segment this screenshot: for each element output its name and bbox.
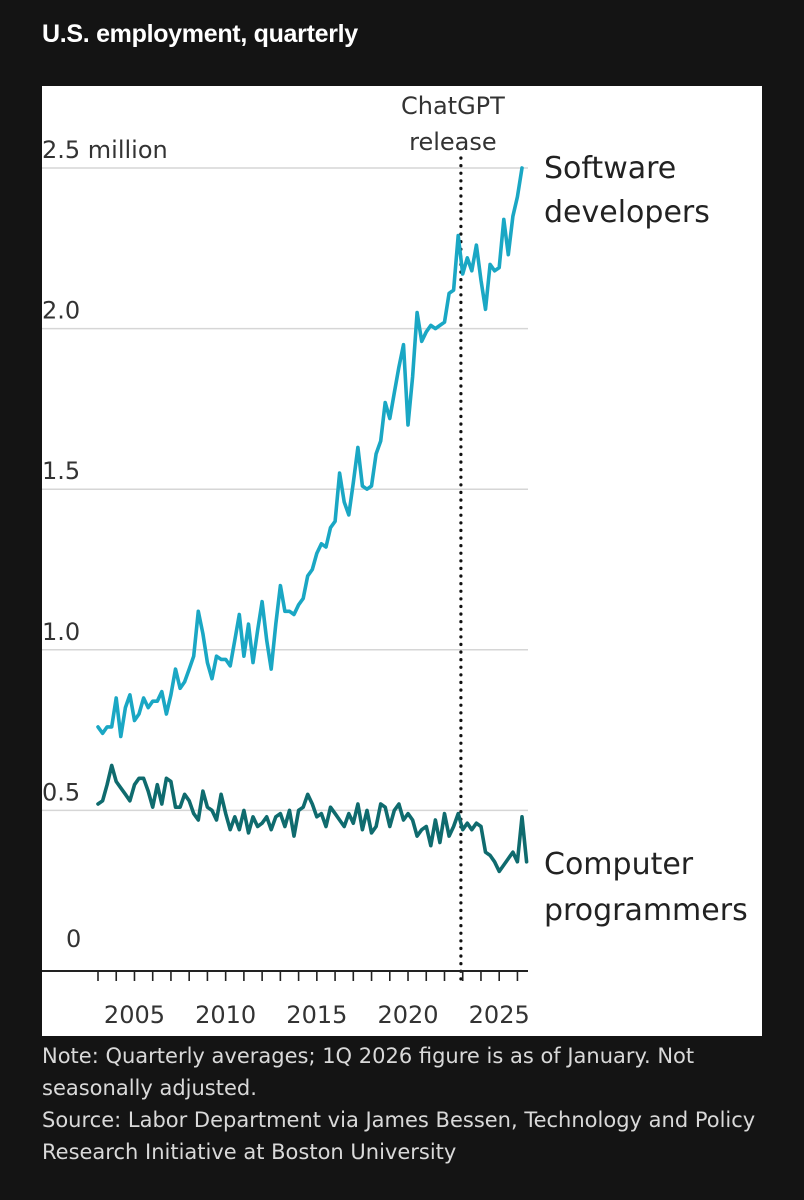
- x-axis: [42, 970, 528, 981]
- note-text: Note: Quarterly averages; 1Q 2026 figure…: [42, 1044, 695, 1100]
- chart-panel: ChatGPT release 2.5 million 2.0 1.5 1.0 0.5 0 2…: [42, 86, 762, 1036]
- y-tick-label: 1.0: [42, 618, 80, 646]
- annotation-line1: ChatGPT: [401, 92, 505, 120]
- y-tick-label: 1.5: [42, 457, 80, 485]
- y-tick-label: 2.5 million: [42, 136, 168, 164]
- series-label-line2: developers: [544, 195, 710, 230]
- gridlines: [42, 167, 528, 812]
- series-line-computer-programmers: [96, 763, 529, 874]
- chart-title: U.S. employment, quarterly: [42, 20, 358, 48]
- y-tick-label: 0: [66, 925, 81, 953]
- x-tick-label: 2020: [377, 1001, 438, 1029]
- y-tick-label: 2.0: [42, 297, 80, 325]
- x-tick-label: 2005: [104, 1001, 165, 1029]
- chatgpt-annotation: ChatGPT release: [401, 92, 505, 981]
- x-tick-label: 2010: [195, 1001, 256, 1029]
- series-label-line2: programmers: [544, 893, 748, 928]
- series-label-line1: Computer: [544, 847, 694, 882]
- series-lines: [96, 166, 529, 874]
- series-label-line1: Software: [544, 151, 676, 186]
- labels: 2.5 million 2.0 1.5 1.0 0.5 0 2005 2010 2015 2020…: [42, 136, 748, 1029]
- series-line-software-developers: [96, 166, 524, 739]
- y-tick-label: 0.5: [42, 778, 80, 806]
- x-tick-label: 2025: [469, 1001, 530, 1029]
- x-tick-label: 2015: [286, 1001, 347, 1029]
- annotation-line2: release: [409, 128, 497, 156]
- source-text: Source: Labor Department via James Besse…: [42, 1108, 756, 1164]
- footnotes: Note: Quarterly averages; 1Q 2026 figure…: [42, 1040, 782, 1168]
